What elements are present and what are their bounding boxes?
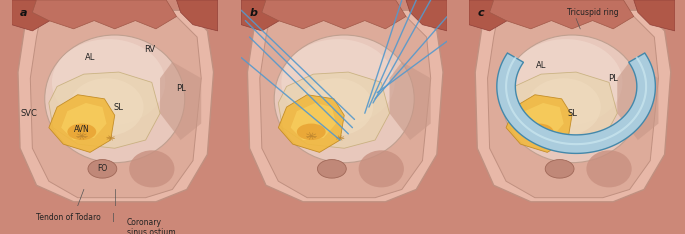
Text: |: |	[112, 213, 114, 222]
Ellipse shape	[527, 78, 601, 136]
Polygon shape	[488, 16, 658, 198]
Polygon shape	[406, 0, 447, 31]
Ellipse shape	[502, 35, 642, 163]
Text: RV: RV	[144, 45, 155, 54]
Ellipse shape	[274, 35, 414, 163]
Polygon shape	[241, 0, 286, 31]
Ellipse shape	[359, 150, 404, 187]
Polygon shape	[497, 53, 656, 154]
Text: c: c	[477, 8, 484, 18]
Ellipse shape	[525, 124, 553, 140]
Text: SL: SL	[567, 109, 577, 118]
Text: SVC: SVC	[20, 109, 37, 118]
Polygon shape	[634, 0, 675, 31]
Text: b: b	[249, 8, 258, 18]
Polygon shape	[177, 0, 218, 31]
Text: SL: SL	[114, 102, 124, 112]
Ellipse shape	[88, 160, 117, 178]
Polygon shape	[30, 16, 201, 198]
Polygon shape	[617, 62, 658, 140]
Text: Tendon of Todaro: Tendon of Todaro	[36, 213, 101, 222]
Polygon shape	[469, 0, 514, 31]
Polygon shape	[61, 103, 106, 140]
Ellipse shape	[509, 39, 623, 126]
Polygon shape	[32, 0, 177, 29]
Polygon shape	[519, 103, 564, 140]
Polygon shape	[241, 0, 447, 206]
Ellipse shape	[45, 35, 185, 163]
Polygon shape	[18, 10, 214, 202]
Polygon shape	[290, 103, 336, 140]
Polygon shape	[475, 10, 671, 202]
Polygon shape	[49, 72, 160, 148]
Polygon shape	[278, 72, 390, 148]
Text: AL: AL	[536, 61, 546, 70]
Text: a: a	[20, 8, 27, 18]
Ellipse shape	[317, 160, 347, 178]
Polygon shape	[262, 0, 406, 29]
Text: AVN: AVN	[74, 125, 90, 134]
Polygon shape	[490, 0, 634, 29]
Polygon shape	[506, 72, 617, 148]
Polygon shape	[247, 10, 443, 202]
Polygon shape	[469, 0, 675, 206]
Polygon shape	[12, 0, 218, 206]
Text: PL: PL	[608, 74, 618, 83]
Polygon shape	[506, 95, 572, 152]
Ellipse shape	[282, 39, 395, 126]
Polygon shape	[49, 95, 115, 152]
Ellipse shape	[586, 150, 632, 187]
Ellipse shape	[67, 124, 96, 140]
Polygon shape	[160, 62, 201, 140]
Ellipse shape	[299, 78, 373, 136]
Polygon shape	[12, 0, 57, 31]
Text: Tricuspid ring: Tricuspid ring	[566, 8, 619, 17]
Text: PL: PL	[176, 84, 186, 93]
Ellipse shape	[297, 124, 325, 140]
Ellipse shape	[545, 160, 574, 178]
Ellipse shape	[129, 150, 175, 187]
Text: Coronary
sinus ostium: Coronary sinus ostium	[127, 218, 175, 234]
Polygon shape	[260, 16, 431, 198]
Ellipse shape	[52, 39, 165, 126]
Text: FO: FO	[97, 164, 108, 173]
Ellipse shape	[69, 78, 144, 136]
Polygon shape	[278, 95, 345, 152]
Text: AL: AL	[85, 53, 95, 62]
Polygon shape	[390, 62, 431, 140]
